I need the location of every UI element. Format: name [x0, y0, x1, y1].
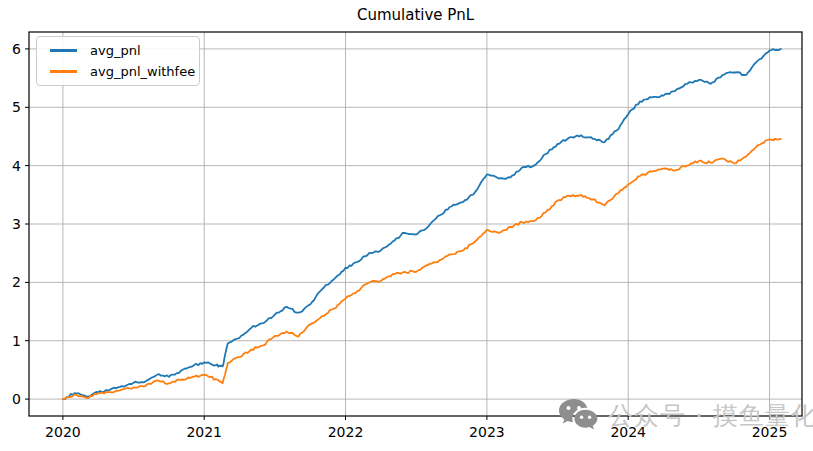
- x-tick-label: 2020: [45, 424, 81, 440]
- x-tick-label: 2024: [610, 424, 646, 440]
- y-tick-label: 4: [12, 158, 21, 174]
- figure: 2020 2021 2022 2023 2024 2025 0 1 2 3 4 5 6 Cumulati…: [0, 0, 813, 451]
- y-tick-label: 2: [12, 274, 21, 290]
- legend-label: avg_pnl: [90, 43, 141, 58]
- y-tick-label: 5: [12, 99, 21, 115]
- x-tick-label: 2021: [186, 424, 222, 440]
- legend-label: avg_pnl_withfee: [90, 64, 195, 79]
- y-tick-label: 3: [12, 216, 21, 232]
- y-tick-label: 1: [12, 333, 21, 349]
- series-line-avg_pnl_withfee: [63, 139, 781, 399]
- x-tick-label: 2022: [328, 424, 364, 440]
- chart-title: Cumulative PnL: [29, 6, 802, 24]
- x-tick-label: 2025: [752, 424, 788, 440]
- legend-item-avg-pnl-withfee: avg_pnl_withfee: [45, 62, 191, 82]
- x-tick-label: 2023: [469, 424, 505, 440]
- legend: avg_pnl avg_pnl_withfee: [36, 36, 200, 86]
- legend-swatch-avg-pnl: [50, 49, 77, 52]
- y-tick-label: 6: [12, 41, 21, 57]
- legend-item-avg-pnl: avg_pnl: [45, 40, 191, 60]
- legend-swatch-avg-pnl-withfee: [50, 70, 77, 73]
- y-tick-label: 0: [12, 391, 21, 407]
